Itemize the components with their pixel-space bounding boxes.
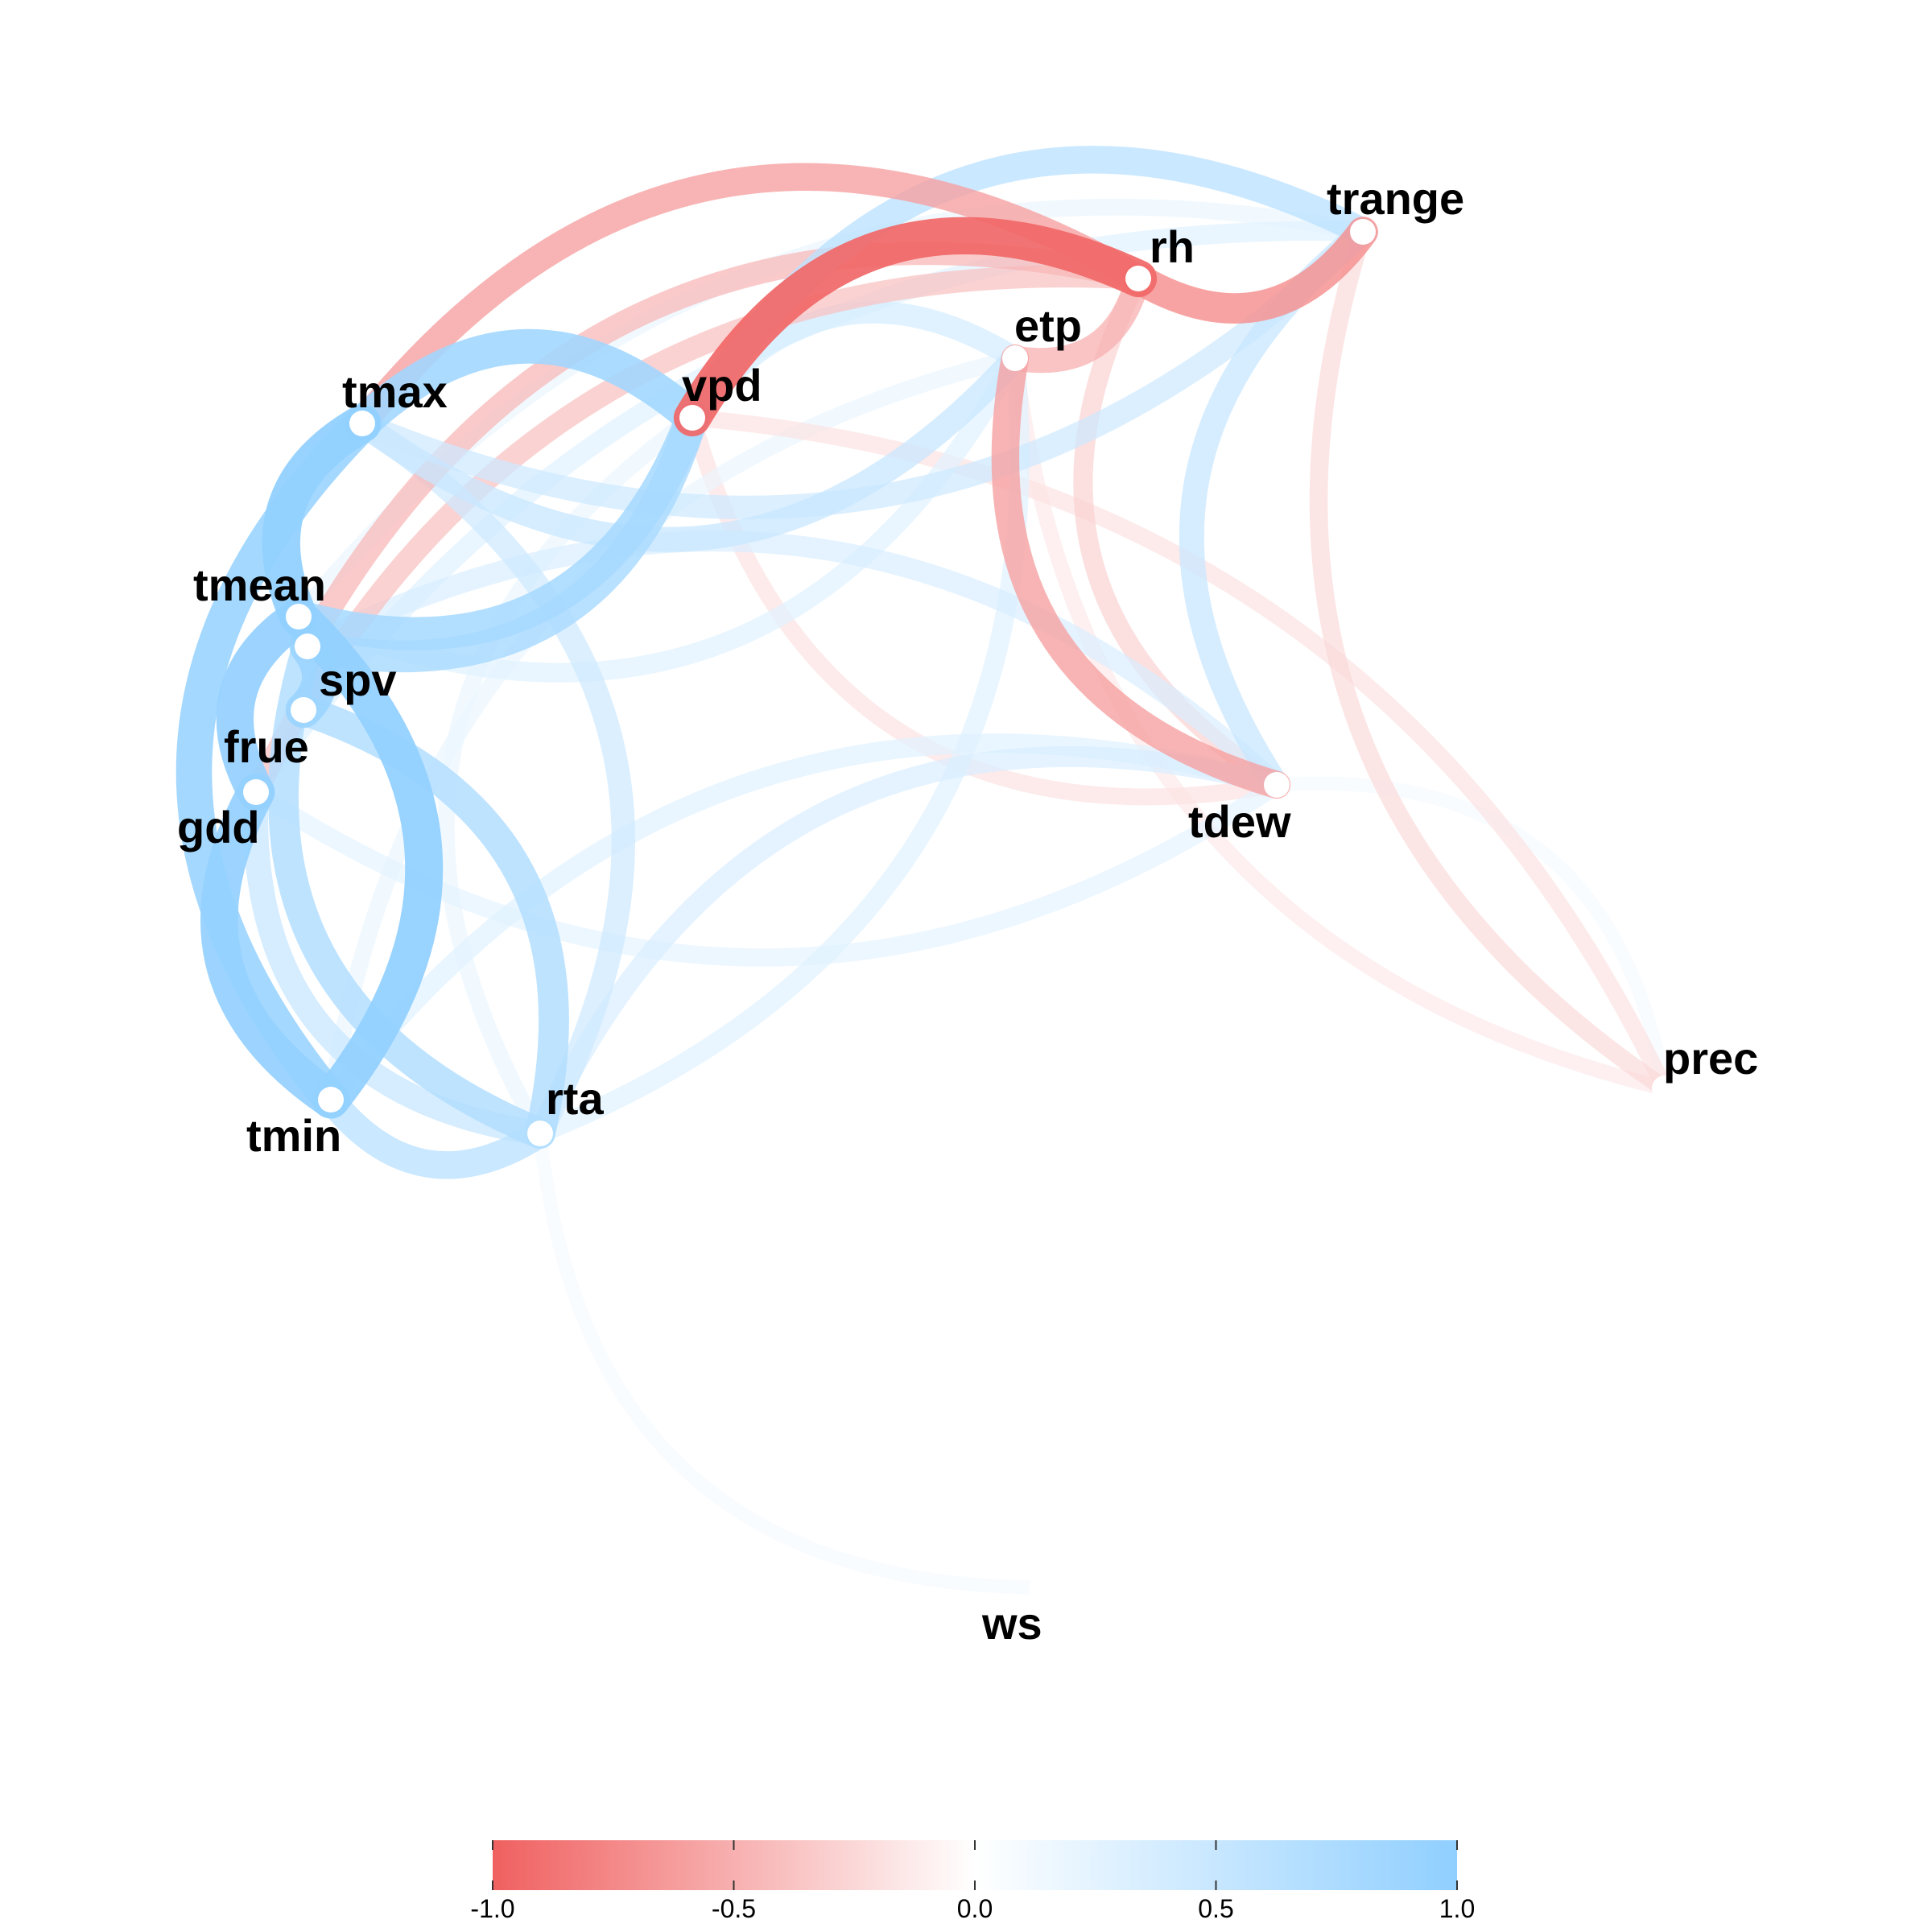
node-prec — [1652, 1075, 1678, 1101]
node-label-tdew: tdew — [1188, 796, 1291, 847]
edge-etp-tmax — [349, 345, 1028, 552]
edge-trange-prec — [1309, 222, 1674, 1098]
edge-layer — [175, 146, 1674, 1595]
legend-tick-label: 0.0 — [957, 1894, 993, 1923]
color-legend: -1.0 -0.5 0.0 0.5 1.0 — [470, 1840, 1475, 1923]
node-rta — [527, 1121, 553, 1146]
edge-tmax-vpd — [345, 328, 710, 441]
edge-trange-tmax — [350, 220, 1375, 519]
node-label-etp: etp — [1014, 300, 1082, 351]
edge-rh-etp — [1002, 266, 1151, 374]
edge-tmean-vpd — [282, 401, 709, 650]
node-tmax — [349, 411, 375, 436]
node-layer — [243, 219, 1678, 1600]
edge-etp-prec — [1007, 350, 1673, 1096]
edge-tmean-tmin — [279, 597, 444, 1119]
node-label-spv: spv — [319, 654, 397, 705]
legend-tick-label: -0.5 — [712, 1894, 756, 1923]
node-etp — [1002, 345, 1028, 371]
edge-rh-spv — [295, 241, 1150, 658]
edge-vpd-rh — [673, 217, 1158, 437]
node-tmin — [318, 1087, 344, 1113]
legend-tick-label: 0.5 — [1198, 1894, 1233, 1923]
edge-rh-tmax — [348, 163, 1153, 438]
node-vpd — [679, 405, 705, 431]
node-label-trange: trange — [1327, 173, 1464, 224]
node-tdew — [1264, 772, 1290, 798]
node-frue — [291, 697, 316, 723]
edge-tdew-prec — [1269, 776, 1672, 1096]
node-label-ws: ws — [981, 1598, 1042, 1649]
node-label-tmean: tmean — [193, 559, 326, 610]
legend-tick-label: 1.0 — [1439, 1894, 1475, 1923]
node-gdd — [243, 779, 269, 805]
edge-tdew-etp — [991, 344, 1291, 799]
edge-gdd-rta — [242, 779, 553, 1146]
legend-ticks: -1.0 -0.5 0.0 0.5 1.0 — [470, 1840, 1475, 1923]
node-trange — [1350, 219, 1376, 245]
node-label-tmax: tmax — [342, 366, 448, 417]
edge-tmax-rta — [350, 411, 635, 1146]
node-label-frue: frue — [224, 721, 309, 772]
edge-rta-tdew — [530, 746, 1287, 1144]
node-tmean — [286, 604, 312, 630]
node-rh — [1125, 266, 1151, 291]
edge-gdd-tmin — [200, 773, 350, 1119]
node-label-rta: rta — [546, 1073, 604, 1124]
edge-spv-rta — [268, 631, 555, 1149]
edge-tmin-rta — [316, 1085, 555, 1179]
edge-tmax-tmean — [262, 404, 382, 636]
edge-vpd-prec — [683, 409, 1674, 1097]
edge-tmean-gdd — [216, 597, 318, 811]
edge-tdew-spv — [297, 530, 1287, 795]
edge-rta-ws — [533, 1126, 1050, 1595]
node-label-gdd: gdd — [177, 802, 260, 852]
legend-tick-label: -1.0 — [470, 1894, 514, 1923]
node-spv — [295, 634, 320, 659]
node-label-rh: rh — [1150, 221, 1195, 272]
node-label-vpd: vpd — [682, 360, 762, 411]
node-label-prec: prec — [1663, 1033, 1758, 1084]
node-ws — [1030, 1575, 1055, 1600]
node-label-tmin: tmin — [246, 1110, 341, 1161]
edge-rh-trange — [1123, 217, 1378, 324]
